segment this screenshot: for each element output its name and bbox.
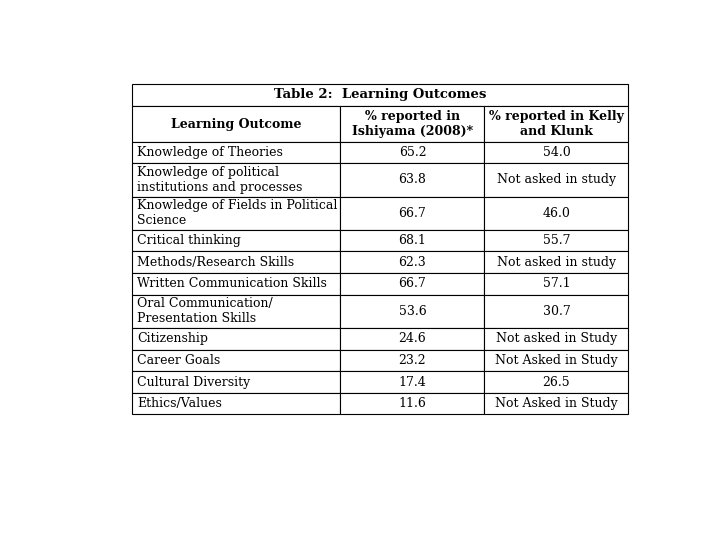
Text: 30.7: 30.7: [543, 305, 570, 318]
Text: 53.6: 53.6: [399, 305, 426, 318]
Text: Not Asked in Study: Not Asked in Study: [495, 354, 618, 367]
Text: Table 2:  Learning Outcomes: Table 2: Learning Outcomes: [274, 89, 486, 102]
Text: % reported in
Ishiyama (2008)*: % reported in Ishiyama (2008)*: [352, 110, 473, 138]
Bar: [132, 163, 341, 197]
Text: Not asked in study: Not asked in study: [497, 173, 616, 186]
Bar: [132, 252, 341, 273]
Bar: [341, 163, 485, 197]
Text: 55.7: 55.7: [543, 234, 570, 247]
Text: Critical thinking: Critical thinking: [138, 234, 241, 247]
Text: 24.6: 24.6: [399, 332, 426, 345]
Text: Ethics/Values: Ethics/Values: [138, 397, 222, 410]
Bar: [485, 106, 629, 141]
Text: Not asked in Study: Not asked in Study: [496, 332, 617, 345]
Bar: [341, 349, 485, 371]
Text: 68.1: 68.1: [398, 234, 426, 247]
Text: 65.2: 65.2: [399, 146, 426, 159]
Text: 23.2: 23.2: [399, 354, 426, 367]
Text: Methods/Research Skills: Methods/Research Skills: [138, 256, 294, 269]
Bar: [132, 273, 341, 295]
Text: Written Communication Skills: Written Communication Skills: [138, 278, 328, 291]
Bar: [485, 163, 629, 197]
Bar: [341, 106, 485, 141]
Text: 54.0: 54.0: [543, 146, 570, 159]
Text: Cultural Diversity: Cultural Diversity: [138, 375, 251, 389]
Text: 66.7: 66.7: [399, 278, 426, 291]
Bar: [485, 371, 629, 393]
Bar: [132, 349, 341, 371]
Bar: [485, 349, 629, 371]
Text: 26.5: 26.5: [543, 375, 570, 389]
Bar: [132, 230, 341, 252]
Bar: [485, 273, 629, 295]
Text: 57.1: 57.1: [543, 278, 570, 291]
Text: 63.8: 63.8: [398, 173, 426, 186]
Bar: [341, 328, 485, 349]
Bar: [485, 328, 629, 349]
Text: % reported in Kelly
and Klunk: % reported in Kelly and Klunk: [489, 110, 624, 138]
Text: 11.6: 11.6: [398, 397, 426, 410]
Bar: [132, 106, 341, 141]
Text: Knowledge of Fields in Political
Science: Knowledge of Fields in Political Science: [138, 199, 338, 227]
Bar: [341, 273, 485, 295]
Bar: [132, 197, 341, 230]
Bar: [485, 230, 629, 252]
Text: Not asked in study: Not asked in study: [497, 256, 616, 269]
Text: Career Goals: Career Goals: [138, 354, 220, 367]
Bar: [341, 252, 485, 273]
Text: 62.3: 62.3: [399, 256, 426, 269]
Text: Learning Outcome: Learning Outcome: [171, 118, 302, 131]
Bar: [341, 371, 485, 393]
Text: Citizenship: Citizenship: [138, 332, 208, 345]
Text: Knowledge of Theories: Knowledge of Theories: [138, 146, 283, 159]
Bar: [132, 393, 341, 415]
Bar: [132, 84, 629, 106]
Bar: [341, 141, 485, 163]
Text: Knowledge of political
institutions and processes: Knowledge of political institutions and …: [138, 166, 303, 194]
Bar: [485, 141, 629, 163]
Bar: [485, 252, 629, 273]
Bar: [341, 393, 485, 415]
Bar: [341, 295, 485, 328]
Bar: [132, 328, 341, 349]
Bar: [132, 371, 341, 393]
Text: 46.0: 46.0: [543, 207, 570, 220]
Text: Not Asked in Study: Not Asked in Study: [495, 397, 618, 410]
Bar: [341, 197, 485, 230]
Bar: [132, 295, 341, 328]
Bar: [132, 141, 341, 163]
Bar: [485, 197, 629, 230]
Bar: [485, 393, 629, 415]
Bar: [341, 230, 485, 252]
Text: 66.7: 66.7: [399, 207, 426, 220]
Text: Oral Communication/
Presentation Skills: Oral Communication/ Presentation Skills: [138, 298, 273, 326]
Text: 17.4: 17.4: [399, 375, 426, 389]
Bar: [485, 295, 629, 328]
